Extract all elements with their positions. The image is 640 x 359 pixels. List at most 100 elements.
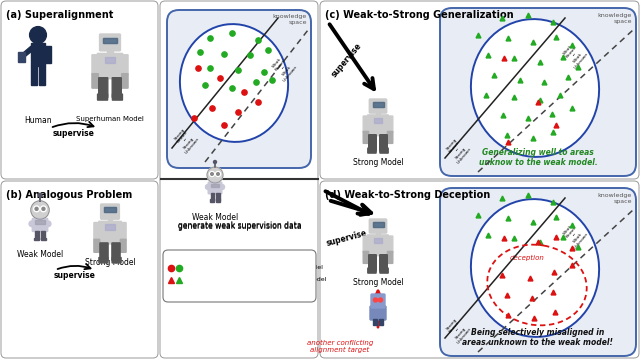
Bar [35, 238, 39, 241]
Text: (c) Weak-to-Strong Generalization: (c) Weak-to-Strong Generalization [325, 10, 514, 20]
Bar [374, 118, 383, 123]
Text: supervise: supervise [54, 271, 96, 280]
FancyBboxPatch shape [122, 55, 128, 75]
Text: Weak Model: Weak Model [17, 250, 63, 259]
Bar [372, 102, 383, 107]
Bar [104, 57, 115, 63]
FancyBboxPatch shape [1, 181, 158, 358]
Text: Weak
Known
─
Weak
Unknown: Weak Known ─ Weak Unknown [269, 53, 299, 83]
Bar [211, 193, 214, 200]
FancyBboxPatch shape [208, 182, 222, 194]
Bar [216, 199, 220, 201]
FancyBboxPatch shape [320, 1, 639, 179]
FancyBboxPatch shape [440, 8, 636, 176]
Circle shape [38, 194, 42, 197]
Circle shape [29, 221, 35, 227]
Circle shape [374, 298, 378, 302]
FancyBboxPatch shape [367, 235, 388, 256]
Circle shape [205, 185, 211, 190]
Bar [105, 224, 115, 230]
FancyBboxPatch shape [387, 116, 393, 132]
Bar [216, 193, 220, 200]
Text: supervise: supervise [53, 129, 95, 138]
Circle shape [40, 206, 46, 212]
Ellipse shape [180, 24, 288, 142]
Bar [376, 232, 380, 236]
FancyBboxPatch shape [97, 94, 108, 100]
Text: Being selectively misaligned in
areas unknown to the weak model!: Being selectively misaligned in areas un… [463, 328, 614, 348]
FancyBboxPatch shape [364, 236, 369, 252]
Circle shape [217, 173, 220, 175]
Text: generate weak supervision data: generate weak supervision data [178, 220, 302, 229]
Text: knowledge
space: knowledge space [598, 13, 632, 24]
Text: Strong
Known
─
Strong
Unknown: Strong Known ─ Strong Unknown [444, 135, 472, 164]
Bar [41, 238, 45, 241]
Bar [372, 102, 383, 107]
FancyBboxPatch shape [371, 294, 385, 308]
Bar [104, 208, 116, 212]
Bar [103, 38, 116, 43]
FancyBboxPatch shape [112, 243, 120, 261]
Text: Superhuman Model: Superhuman Model [76, 116, 144, 122]
FancyBboxPatch shape [369, 99, 387, 113]
Circle shape [35, 208, 38, 210]
FancyBboxPatch shape [92, 55, 99, 75]
Circle shape [209, 172, 214, 177]
Text: Weak Model: Weak Model [192, 213, 238, 222]
Circle shape [207, 167, 223, 183]
Text: Human: Human [24, 116, 52, 125]
Bar [210, 199, 214, 201]
FancyBboxPatch shape [368, 148, 376, 153]
FancyBboxPatch shape [160, 1, 318, 358]
Bar [35, 231, 39, 239]
Circle shape [31, 201, 49, 219]
FancyBboxPatch shape [97, 53, 123, 79]
FancyBboxPatch shape [32, 218, 48, 232]
Circle shape [45, 221, 51, 227]
Text: /: / [198, 265, 205, 271]
FancyBboxPatch shape [120, 239, 126, 252]
FancyBboxPatch shape [367, 115, 388, 136]
Bar [372, 222, 383, 227]
Text: correct: correct [202, 265, 227, 271]
Bar [108, 50, 113, 54]
FancyBboxPatch shape [370, 306, 386, 320]
FancyBboxPatch shape [167, 10, 311, 168]
Text: knowledge
space: knowledge space [598, 193, 632, 204]
Text: Weak
Known
─
Weak
Unknown: Weak Known ─ Weak Unknown [561, 220, 589, 250]
Bar [376, 112, 380, 115]
Bar [372, 222, 383, 227]
FancyBboxPatch shape [364, 251, 369, 264]
Text: (d) Weak-to-Strong Deception: (d) Weak-to-Strong Deception [325, 190, 490, 200]
FancyBboxPatch shape [364, 116, 369, 132]
FancyBboxPatch shape [380, 255, 387, 271]
Bar [31, 43, 45, 66]
FancyBboxPatch shape [120, 223, 126, 240]
FancyBboxPatch shape [368, 268, 376, 273]
Bar [211, 184, 219, 187]
FancyBboxPatch shape [387, 236, 393, 252]
Circle shape [378, 298, 383, 302]
Text: /: / [198, 277, 205, 283]
FancyBboxPatch shape [99, 221, 122, 244]
FancyBboxPatch shape [369, 135, 376, 151]
Text: Strong
Known
─
Strong
Unknown: Strong Known ─ Strong Unknown [444, 316, 472, 345]
FancyBboxPatch shape [369, 219, 387, 233]
FancyBboxPatch shape [112, 78, 122, 98]
FancyBboxPatch shape [100, 34, 120, 51]
Circle shape [34, 206, 40, 212]
Text: sample predicted by weak model: sample predicted by weak model [216, 266, 323, 270]
Circle shape [29, 27, 46, 43]
Ellipse shape [471, 19, 599, 157]
Circle shape [220, 185, 225, 190]
FancyBboxPatch shape [94, 239, 100, 252]
Text: Strong
Known
─
Strong
Unknown: Strong Known ─ Strong Unknown [172, 126, 200, 154]
FancyBboxPatch shape [92, 74, 99, 88]
Text: supervise: supervise [326, 228, 369, 248]
FancyBboxPatch shape [94, 223, 100, 240]
Bar [104, 208, 116, 212]
FancyBboxPatch shape [113, 94, 122, 100]
FancyBboxPatch shape [380, 135, 387, 151]
FancyBboxPatch shape [100, 243, 108, 261]
Text: Strong Model: Strong Model [353, 158, 403, 167]
